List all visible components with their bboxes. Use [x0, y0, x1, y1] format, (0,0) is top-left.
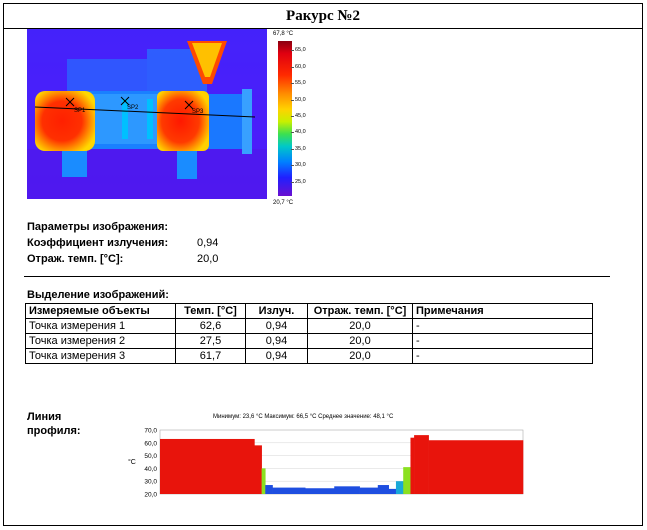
reflected-temp-label: Отраж. темп. [°C]:: [27, 253, 124, 265]
image-params-heading: Параметры изображения:: [27, 221, 169, 233]
y-tick-label: 20,0: [144, 492, 157, 499]
cell-temp: 62,6: [175, 318, 246, 334]
section-divider: [24, 276, 610, 277]
scale-min-label: 20,7 °C: [273, 200, 294, 206]
cell-emissivity: 0,94: [245, 333, 308, 349]
profile-bar: [305, 488, 335, 494]
scale-tick-label: 40,0: [291, 129, 306, 136]
profile-bar: [395, 481, 404, 494]
spot-label-1: SP1: [74, 108, 86, 114]
scale-tick-label: 30,0: [291, 162, 306, 169]
cell-object: Точка измерения 1: [25, 318, 176, 334]
temperature-scale: 67,8 °C 65,0 60,0 55,0 50,0 45,0 40,0 35,0 30,0…: [270, 29, 330, 211]
cell-emissivity: 0,94: [245, 318, 308, 334]
profile-label: Линия профиля:: [27, 410, 81, 438]
spot-label-2: SP2: [127, 105, 139, 111]
spot-label-3: SP3: [192, 109, 204, 115]
cell-reflected: 20,0: [307, 333, 413, 349]
cell-notes: -: [412, 348, 593, 364]
profile-chart: 70,0 60,0 50,0 40,0 30,0 20,0 °C: [128, 428, 524, 499]
scale-tick-label: 55,0: [291, 80, 306, 87]
table-header-row: Измеряемые объекты Темп. [°C] Излуч. Отр…: [25, 303, 593, 319]
cell-object: Точка измерения 2: [25, 333, 176, 349]
profile-bar: [388, 488, 397, 494]
cell-emissivity: 0,94: [245, 348, 308, 364]
profile-bar: [272, 487, 306, 494]
profile-bar: [377, 485, 389, 494]
table-row: Точка измерения 2 27,5 0,94 20,0 -: [25, 333, 593, 349]
thermogram-image: SP1 SP2 SP3: [27, 29, 267, 199]
profile-bar: [334, 486, 360, 494]
col-header-notes: Примечания: [412, 303, 593, 319]
profile-bar: [160, 438, 255, 494]
profile-bar: [414, 435, 429, 494]
table-row: Точка измерения 1 62,6 0,94 20,0 -: [25, 318, 593, 334]
y-axis-label: °C: [128, 458, 136, 466]
profile-bar: [265, 485, 273, 494]
profile-bar: [403, 467, 411, 494]
scale-gradient-bar: [278, 41, 292, 196]
scale-tick-label: 65,0: [291, 47, 306, 54]
profile-bar: [261, 468, 266, 494]
spot-marker-2: SP2: [120, 96, 139, 111]
profile-label-line2: профиля:: [27, 425, 81, 437]
scale-tick-label: 50,0: [291, 96, 306, 103]
emissivity-label: Коэффициент излучения:: [27, 237, 169, 249]
cell-notes: -: [412, 318, 593, 334]
table-row: Точка измерения 3 61,7 0,94 20,0 -: [25, 348, 593, 364]
cell-notes: -: [412, 333, 593, 349]
cell-temp: 61,7: [175, 348, 246, 364]
y-tick-label: 70,0: [144, 428, 157, 435]
profile-stats: Минимум: 23,6 °C Максимум: 66,5 °C Средн…: [213, 414, 394, 420]
col-header-emissivity: Излуч.: [245, 303, 308, 319]
spot-marker-3: SP3: [184, 100, 204, 115]
profile-bar: [359, 487, 379, 494]
scale-max-label: 67,8 °C: [273, 31, 294, 37]
cell-object: Точка измерения 3: [25, 348, 176, 364]
emissivity-value: 0,94: [197, 237, 219, 249]
y-tick-label: 50,0: [144, 453, 157, 460]
cell-reflected: 20,0: [307, 318, 413, 334]
scale-tick-label: 60,0: [291, 63, 306, 70]
profile-bar: [410, 437, 415, 494]
measurement-table: Измеряемые объекты Темп. [°C] Излуч. Отр…: [25, 303, 593, 364]
reflected-temp-value: 20,0: [197, 253, 219, 265]
profile-label-line1: Линия: [27, 411, 62, 423]
profile-bar: [254, 445, 262, 494]
scale-tick-label: 35,0: [291, 145, 306, 152]
y-tick-label: 60,0: [144, 440, 157, 447]
col-header-object: Измеряемые объекты: [25, 303, 176, 319]
profile-bar: [428, 440, 524, 494]
y-tick-label: 40,0: [144, 466, 157, 473]
report-frame: Ракурс №2: [3, 3, 643, 526]
cell-reflected: 20,0: [307, 348, 413, 364]
y-tick-label: 30,0: [144, 479, 157, 486]
scale-tick-label: 25,0: [291, 178, 306, 185]
col-header-reflected: Отраж. темп. [°C]: [307, 303, 413, 319]
col-header-temp: Темп. [°C]: [175, 303, 246, 319]
cell-temp: 27,5: [175, 333, 246, 349]
selection-heading: Выделение изображений:: [27, 289, 169, 301]
page-title: Ракурс №2: [4, 4, 642, 29]
scale-tick-label: 45,0: [291, 113, 306, 120]
spot-marker-1: SP1: [65, 97, 86, 114]
